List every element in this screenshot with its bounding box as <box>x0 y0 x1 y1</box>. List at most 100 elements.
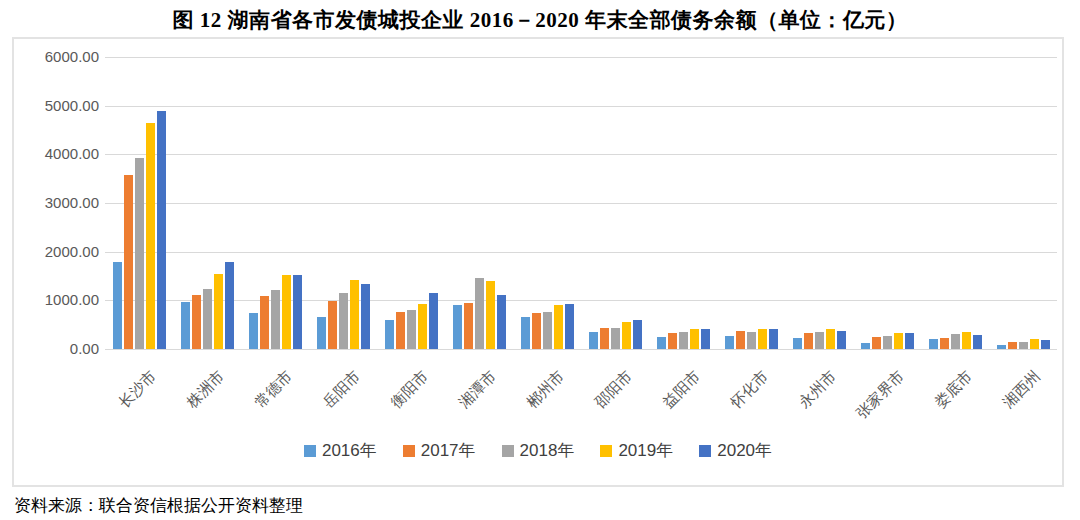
legend-swatch-icon <box>600 445 612 457</box>
bar-2019年-邵阳市 <box>622 322 631 349</box>
bar-2017年-湘潭市 <box>464 303 473 349</box>
bar-2018年-株洲市 <box>203 289 212 349</box>
bar-2017年-常德市 <box>260 296 269 349</box>
x-label-邵阳市: 邵阳市 <box>591 367 636 412</box>
x-label-长沙市: 长沙市 <box>115 367 160 412</box>
bar-2018年-永州市 <box>815 332 824 349</box>
bar-group-湘西州 <box>989 57 1057 349</box>
bar-2017年-湘西州 <box>1008 342 1017 349</box>
bar-2019年-益阳市 <box>690 329 699 349</box>
bar-2016年-湘潭市 <box>453 305 462 349</box>
bar-2017年-益阳市 <box>668 333 677 349</box>
bar-2016年-郴州市 <box>521 317 530 349</box>
bar-group-郴州市 <box>513 57 581 349</box>
bar-group-张家界市 <box>853 57 921 349</box>
bar-2020年-长沙市 <box>157 111 166 349</box>
bar-2016年-永州市 <box>793 338 802 349</box>
bar-2018年-怀化市 <box>747 332 756 349</box>
bar-2020年-怀化市 <box>769 329 778 349</box>
x-label-湘西州: 湘西州 <box>999 367 1044 412</box>
bar-2016年-邵阳市 <box>589 332 598 349</box>
bar-group-岳阳市 <box>309 57 377 349</box>
bar-2018年-湘西州 <box>1019 342 1028 349</box>
bar-2019年-常德市 <box>282 275 291 349</box>
bar-2018年-湘潭市 <box>475 278 484 349</box>
legend-item-2016年: 2016年 <box>304 439 377 462</box>
legend-item-2017年: 2017年 <box>403 439 476 462</box>
bar-group-常德市 <box>241 57 309 349</box>
bar-2016年-怀化市 <box>725 336 734 349</box>
y-tick-label: 4000.00 <box>9 145 99 162</box>
plot-area: 0.001000.002000.003000.004000.005000.006… <box>105 57 1057 349</box>
bar-2018年-邵阳市 <box>611 328 620 349</box>
bar-group-邵阳市 <box>581 57 649 349</box>
bar-2020年-岳阳市 <box>361 284 370 349</box>
bar-group-长沙市 <box>105 57 173 349</box>
gridline <box>105 349 1057 350</box>
bar-2018年-娄底市 <box>951 334 960 349</box>
bar-2019年-郴州市 <box>554 305 563 349</box>
bar-2020年-湘西州 <box>1041 340 1050 349</box>
bar-2018年-常德市 <box>271 290 280 349</box>
legend-label: 2019年 <box>618 439 673 462</box>
bar-2017年-岳阳市 <box>328 301 337 349</box>
y-tick-label: 1000.00 <box>9 291 99 308</box>
bar-2019年-娄底市 <box>962 332 971 349</box>
bar-2016年-衡阳市 <box>385 320 394 349</box>
x-label-永州市: 永州市 <box>795 367 840 412</box>
bar-2016年-长沙市 <box>113 262 122 349</box>
chart-title: 图 12 湖南省各市发债城投企业 2016－2020 年末全部债务余额（单位：亿… <box>0 6 1080 34</box>
bar-group-益阳市 <box>649 57 717 349</box>
y-tick-label: 3000.00 <box>9 194 99 211</box>
bar-2020年-益阳市 <box>701 329 710 349</box>
bar-2017年-永州市 <box>804 333 813 349</box>
legend: 2016年 2017年 2018年 2019年 2020年 <box>14 439 1062 462</box>
bar-group-永州市 <box>785 57 853 349</box>
bar-2017年-娄底市 <box>940 338 949 349</box>
legend-item-2019年: 2019年 <box>600 439 673 462</box>
bar-group-株洲市 <box>173 57 241 349</box>
bar-2017年-怀化市 <box>736 331 745 349</box>
legend-label: 2020年 <box>717 439 772 462</box>
bar-2019年-株洲市 <box>214 274 223 349</box>
bar-2017年-株洲市 <box>192 295 201 349</box>
bar-2020年-衡阳市 <box>429 293 438 349</box>
bar-2016年-常德市 <box>249 313 258 349</box>
bar-2017年-张家界市 <box>872 337 881 349</box>
x-label-益阳市: 益阳市 <box>659 367 704 412</box>
bar-2019年-湘西州 <box>1030 339 1039 349</box>
bar-group-湘潭市 <box>445 57 513 349</box>
legend-swatch-icon <box>304 445 316 457</box>
bar-group-衡阳市 <box>377 57 445 349</box>
bar-group-怀化市 <box>717 57 785 349</box>
y-tick-label: 6000.00 <box>9 48 99 65</box>
bar-2020年-湘潭市 <box>497 295 506 349</box>
bar-2018年-张家界市 <box>883 336 892 349</box>
bar-2018年-郴州市 <box>543 312 552 349</box>
x-label-岳阳市: 岳阳市 <box>319 367 364 412</box>
bar-2019年-永州市 <box>826 329 835 349</box>
bar-2020年-常德市 <box>293 275 302 349</box>
bar-2016年-株洲市 <box>181 302 190 349</box>
bar-2020年-株洲市 <box>225 262 234 349</box>
chart-frame: 0.001000.002000.003000.004000.005000.006… <box>12 37 1064 487</box>
x-label-张家界市: 张家界市 <box>853 367 909 423</box>
legend-swatch-icon <box>699 445 711 457</box>
source-note: 资料来源：联合资信根据公开资料整理 <box>14 494 303 517</box>
bar-2016年-湘西州 <box>997 345 1006 349</box>
legend-item-2018年: 2018年 <box>502 439 575 462</box>
bar-2017年-衡阳市 <box>396 312 405 349</box>
bar-groups <box>105 57 1057 349</box>
bar-2019年-怀化市 <box>758 329 767 349</box>
x-axis-labels: 长沙市株洲市常德市岳阳市衡阳市湘潭市郴州市邵阳市益阳市怀化市永州市张家界市娄底市… <box>105 353 1057 433</box>
x-label-常德市: 常德市 <box>251 367 296 412</box>
legend-item-2020年: 2020年 <box>699 439 772 462</box>
bar-2018年-益阳市 <box>679 332 688 349</box>
bar-2016年-益阳市 <box>657 337 666 349</box>
bar-2016年-岳阳市 <box>317 317 326 349</box>
bar-2017年-邵阳市 <box>600 328 609 349</box>
bar-2020年-娄底市 <box>973 335 982 349</box>
bar-2020年-郴州市 <box>565 304 574 349</box>
bar-2020年-邵阳市 <box>633 320 642 349</box>
bar-2017年-郴州市 <box>532 313 541 349</box>
